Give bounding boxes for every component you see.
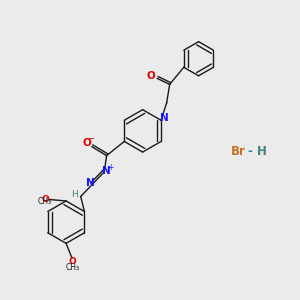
- Text: N: N: [86, 178, 95, 188]
- Text: CH₃: CH₃: [66, 263, 80, 272]
- Text: - H: - H: [248, 145, 267, 158]
- Text: H: H: [71, 190, 78, 199]
- Text: Br: Br: [231, 145, 246, 158]
- Text: O: O: [68, 257, 76, 266]
- Text: −: −: [87, 135, 94, 144]
- Text: O: O: [41, 195, 49, 204]
- Text: O: O: [82, 138, 91, 148]
- Text: CH₃: CH₃: [37, 197, 51, 206]
- Text: N: N: [160, 113, 168, 123]
- Text: N: N: [102, 166, 111, 176]
- Text: O: O: [146, 70, 155, 80]
- Text: +: +: [107, 163, 114, 172]
